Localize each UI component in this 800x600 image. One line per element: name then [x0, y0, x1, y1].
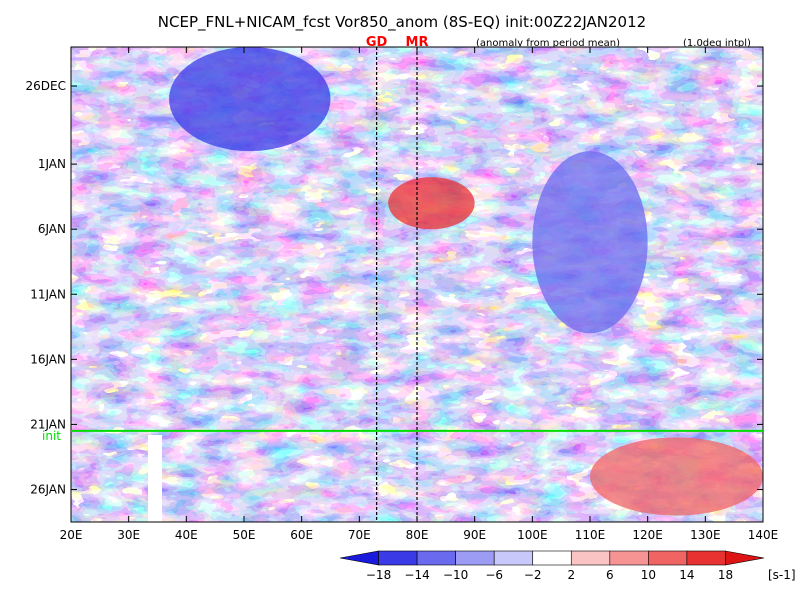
colorbar-segment [493, 550, 534, 566]
y-tick-label: 6JAN [38, 222, 66, 236]
y-tick-label: 26DEC [26, 79, 66, 93]
x-tick-label: 20E [60, 528, 83, 542]
init-label: init [42, 429, 61, 443]
plot-area [71, 47, 763, 522]
colorbar-level-label: −2 [524, 568, 542, 582]
chart-subtitle-left: (anomaly from period mean) [476, 38, 620, 49]
y-tick-label: 21JAN [30, 417, 66, 431]
x-tick-label: 30E [117, 528, 140, 542]
station-label-mr: MR [406, 35, 429, 50]
x-tick-label: 40E [175, 528, 198, 542]
x-tick-label: 90E [463, 528, 486, 542]
chart-subtitle-right: (1.0deg intpl) [683, 38, 751, 49]
colorbar-level-label: 10 [641, 568, 656, 582]
x-tick-label: 80E [406, 528, 429, 542]
missing-data-gap [148, 435, 162, 522]
colorbar-level-label: 2 [567, 568, 575, 582]
y-tick-label: 26JAN [30, 482, 66, 496]
colorbar-segment [378, 550, 418, 566]
colorbar-segment [609, 550, 649, 566]
anomaly-feature-1 [388, 177, 475, 230]
colorbar-segment [725, 550, 765, 566]
colorbar-segment [455, 550, 495, 566]
anomaly-feature-2 [590, 437, 763, 516]
x-tick-label: 50E [233, 528, 256, 542]
station-labels: GD MR [366, 35, 429, 50]
x-tick-label: 130E [690, 528, 721, 542]
x-axis: 20E 30E 40E 50E 60E 70E 80E 90E 100E 110E 120E 130E… [60, 47, 779, 542]
y-tick-label: 1JAN [38, 157, 66, 171]
y-tick-label: 16JAN [30, 352, 66, 366]
colorbar-segment [570, 550, 611, 566]
colorbar-level-label: −6 [485, 568, 503, 582]
colorbar-unit: [s-1] [768, 568, 796, 582]
colorbar-segment [686, 550, 726, 566]
y-axis: 26DEC 1JAN 6JAN 11JAN 16JAN 21JAN 26JAN [26, 79, 763, 496]
x-tick-label: 100E [517, 528, 548, 542]
colorbar-segment [339, 550, 379, 566]
colorbar-level-label: 14 [679, 568, 694, 582]
x-tick-label: 60E [290, 528, 313, 542]
x-tick-label: 110E [575, 528, 606, 542]
station-label-gd: GD [366, 35, 388, 50]
x-tick-label: 120E [632, 528, 663, 542]
x-tick-label: 140E [748, 528, 779, 542]
init-line-group: init [42, 429, 763, 443]
x-tick-label: 70E [348, 528, 371, 542]
colorbar-level-label: −18 [366, 568, 391, 582]
colorbar-level-label: −10 [443, 568, 468, 582]
y-tick-label: 11JAN [30, 287, 66, 301]
colorbar: −18 −14 −10 −6 −2 2 6 10 14 18 [s-1] [339, 550, 796, 582]
colorbar-level-label: 18 [718, 568, 733, 582]
colorbar-segment [648, 550, 688, 566]
colorbar-segment [532, 550, 572, 566]
colorbar-level-label: −14 [404, 568, 429, 582]
chart-title: NCEP_FNL+NICAM_fcst Vor850_anom (8S-EQ) … [158, 13, 646, 32]
anomaly-feature-0 [169, 47, 331, 152]
colorbar-level-label: 6 [606, 568, 614, 582]
anomaly-feature-3 [532, 151, 648, 334]
colorbar-segment [416, 550, 456, 566]
